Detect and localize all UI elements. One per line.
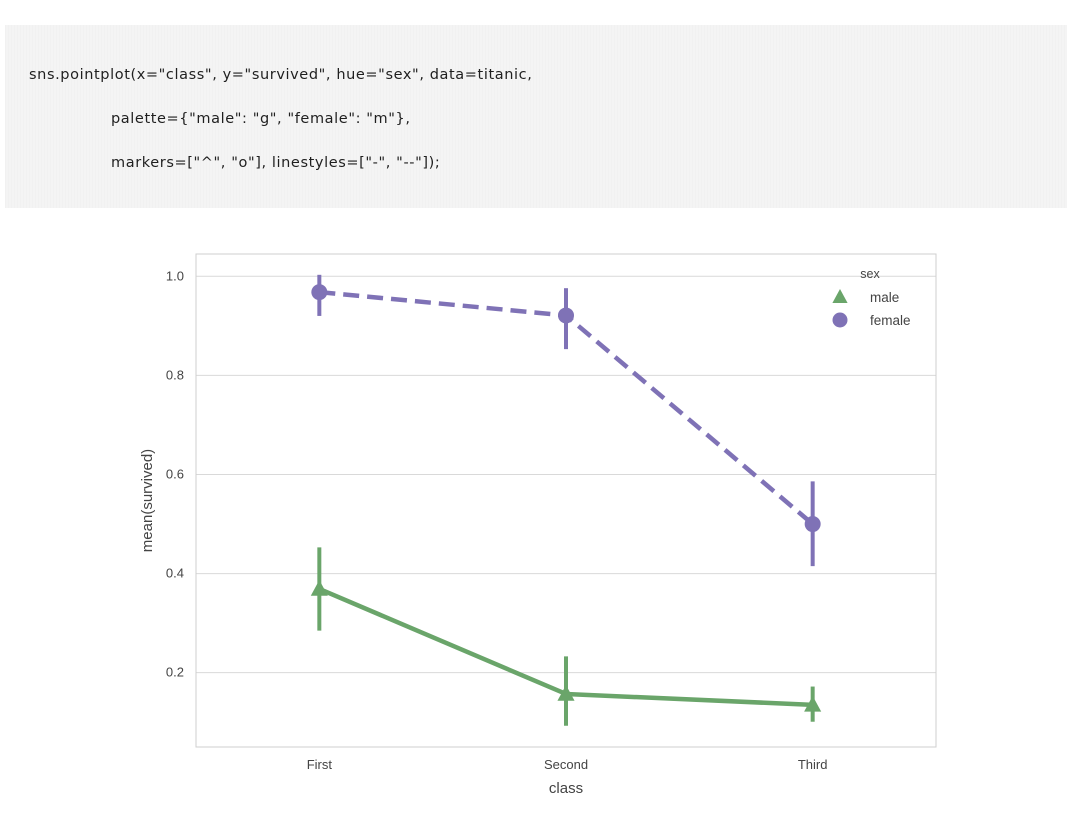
data-point-female <box>311 284 328 301</box>
legend-title: sex <box>860 267 880 281</box>
series-female <box>311 274 821 567</box>
code-line-1: sns.pointplot(x="class", y="survived", h… <box>29 67 533 83</box>
y-tick-label: 0.6 <box>166 466 184 481</box>
code-line-3: markers=["^", "o"], linestyles=["-", "--… <box>111 155 441 171</box>
pointplot-chart: 0.2 0.4 0.6 0.8 1.0 First Second Third class me… <box>139 253 937 797</box>
data-point-male <box>557 684 575 701</box>
legend: sex male female <box>832 267 911 328</box>
series-layer <box>310 274 822 726</box>
code-line-2: palette={"male": "g", "female": "m"}, <box>111 111 411 127</box>
data-point-male <box>310 579 328 596</box>
y-tick-label: 0.8 <box>166 367 184 382</box>
x-tick-label: Third <box>798 757 828 772</box>
data-point-male <box>804 695 822 712</box>
tick-layer: 0.2 0.4 0.6 0.8 1.0 First Second Third <box>166 268 828 772</box>
series-male <box>310 547 822 726</box>
y-axis-label: mean(survived) <box>139 449 156 552</box>
plot-frame <box>195 253 937 748</box>
legend-label-female: female <box>870 313 911 328</box>
legend-marker-female <box>832 312 848 328</box>
x-axis-label: class <box>549 780 583 797</box>
legend-marker-male <box>832 289 848 303</box>
data-point-female <box>558 307 574 324</box>
y-tick-label: 1.0 <box>166 268 184 283</box>
code-block: sns.pointplot(x="class", y="survived", h… <box>5 25 1067 208</box>
y-tick-label: 0.4 <box>166 566 184 581</box>
x-tick-label: Second <box>544 757 588 772</box>
y-tick-label: 0.2 <box>166 665 184 680</box>
x-tick-label: First <box>307 757 333 772</box>
data-point-female <box>804 516 821 533</box>
legend-label-male: male <box>870 290 899 305</box>
